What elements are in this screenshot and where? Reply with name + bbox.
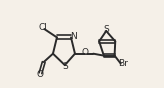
Text: S: S [62, 62, 68, 71]
Text: O: O [82, 48, 89, 57]
Text: O: O [37, 70, 44, 79]
Text: S: S [103, 25, 109, 34]
Text: Cl: Cl [39, 23, 48, 32]
Text: Br: Br [118, 59, 128, 68]
Text: N: N [70, 32, 77, 41]
